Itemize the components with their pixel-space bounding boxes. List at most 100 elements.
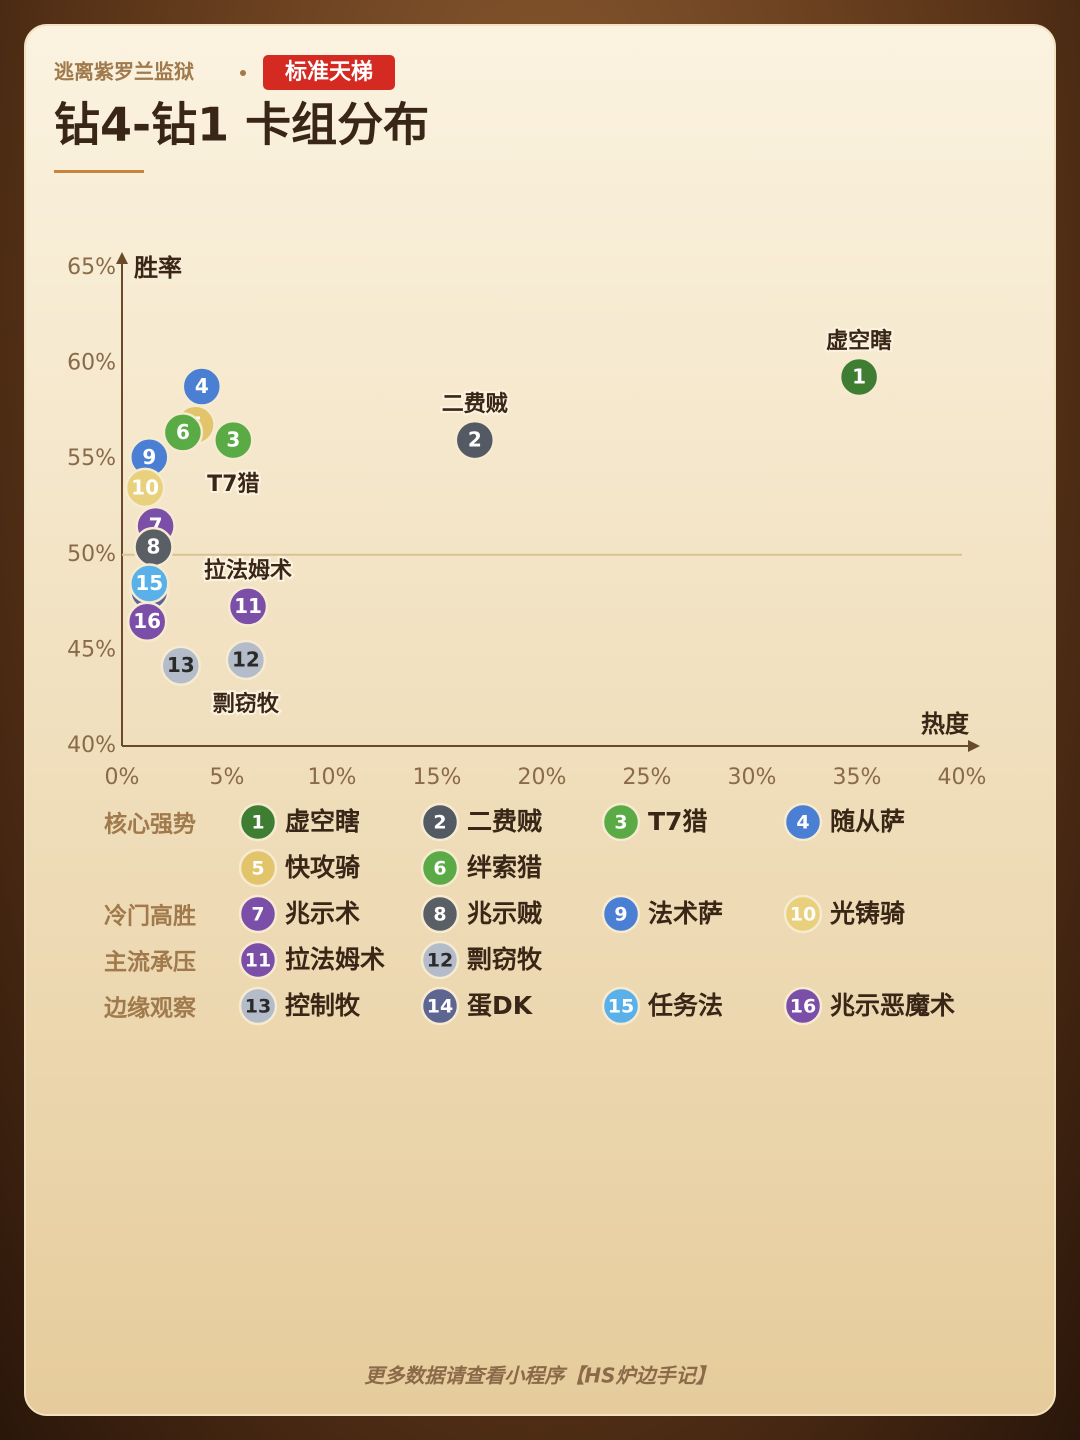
badge-bg xyxy=(263,55,395,90)
point xyxy=(225,639,267,681)
point-id: 10 xyxy=(131,475,159,499)
legend-marker xyxy=(783,986,823,1026)
point-annotation: 拉法姆术 xyxy=(204,557,292,583)
point xyxy=(124,467,166,509)
separator xyxy=(240,70,246,76)
legend-group: 冷门高胜 xyxy=(104,903,196,930)
point-annotation: 剽窃牧 xyxy=(213,691,280,717)
legend-label: 剽窃牧 xyxy=(467,945,543,974)
legend-marker xyxy=(420,986,460,1026)
point xyxy=(227,586,269,627)
legend-label: 蛋DK xyxy=(467,991,534,1020)
x-tick-label: 20% xyxy=(518,765,567,790)
legend-label: 光铸骑 xyxy=(829,899,905,928)
legend-id: 10 xyxy=(790,904,816,926)
legend-id: 15 xyxy=(608,996,634,1018)
point-id: 1 xyxy=(852,364,866,388)
legend-marker xyxy=(783,894,823,934)
legend-marker xyxy=(420,848,460,888)
legend-id: 9 xyxy=(614,904,627,926)
point xyxy=(126,601,168,642)
source: 逃离紫罗兰监狱 xyxy=(54,60,194,84)
point-annotation: T7猎 xyxy=(207,472,259,497)
point xyxy=(162,412,204,453)
legend-marker xyxy=(238,802,278,842)
point-id: 6 xyxy=(176,420,190,444)
legend-id: 2 xyxy=(433,812,446,834)
legend-label: 兆示贼 xyxy=(467,899,542,928)
legend-marker xyxy=(601,894,641,934)
badge: 标准天梯 xyxy=(285,59,373,85)
legend-marker xyxy=(601,802,641,842)
legend-marker xyxy=(420,802,460,842)
legend-label: 控制牧 xyxy=(285,991,361,1020)
x-tick-label: 25% xyxy=(623,765,672,790)
x-arrow xyxy=(968,740,980,752)
x-tick-label: 10% xyxy=(308,765,357,790)
x-tick-label: 15% xyxy=(413,765,462,790)
point-id: 2 xyxy=(468,428,482,452)
legend-id: 3 xyxy=(614,812,627,834)
chart-title: 钻4-钻1 卡组分布 xyxy=(54,98,429,152)
legend-marker xyxy=(783,802,823,842)
x-axis-label: 热度 xyxy=(921,710,970,738)
footer: 更多数据请查看小程序【HS炉边手记】 xyxy=(364,1364,715,1388)
legend-label: T7猎 xyxy=(648,807,707,836)
legend-id: 1 xyxy=(251,812,264,834)
legend-label: 绊索猎 xyxy=(467,853,542,882)
point xyxy=(838,356,880,398)
legend-id: 11 xyxy=(245,950,271,972)
legend-id: 4 xyxy=(796,812,809,834)
point-id: 9 xyxy=(142,445,156,469)
x-tick-label: 30% xyxy=(728,765,777,790)
y-tick-label: 55% xyxy=(67,446,116,471)
legend-marker xyxy=(601,986,641,1026)
legend-id: 6 xyxy=(433,858,446,880)
point-annotation: 虚空瞎 xyxy=(826,328,892,354)
card xyxy=(24,24,1056,1416)
legend-marker xyxy=(238,940,278,980)
legend-label: 拉法姆术 xyxy=(285,945,385,974)
x-tick-label: 40% xyxy=(938,765,987,790)
title-underline xyxy=(54,170,144,173)
legend-group: 核心强势 xyxy=(104,811,196,838)
legend-label: 兆示恶魔术 xyxy=(830,991,955,1020)
point-id: 3 xyxy=(226,428,240,452)
y-arrow xyxy=(116,252,128,264)
x-tick-label: 0% xyxy=(105,765,140,790)
point-id: 8 xyxy=(147,535,161,559)
point xyxy=(213,419,254,461)
legend-group: 主流承压 xyxy=(104,949,196,976)
legend-label: 任务法 xyxy=(647,991,723,1020)
legend-id: 7 xyxy=(251,904,264,926)
point xyxy=(454,419,496,461)
legend-label: 兆示术 xyxy=(285,899,360,928)
y-tick-label: 40% xyxy=(67,733,116,758)
legend-label: 法术萨 xyxy=(648,899,723,928)
point-id: 16 xyxy=(133,609,161,633)
y-tick-label: 45% xyxy=(67,637,116,662)
legend-group: 边缘观察 xyxy=(104,995,197,1022)
legend-label: 快攻骑 xyxy=(285,853,360,882)
point-id: 4 xyxy=(195,374,209,398)
x-tick-label: 5% xyxy=(210,765,245,790)
point xyxy=(160,645,202,686)
legend-marker xyxy=(238,986,278,1026)
legend-id: 12 xyxy=(427,950,453,972)
legend-label: 二费贼 xyxy=(467,807,542,836)
x-tick-label: 35% xyxy=(833,765,882,790)
y-tick-label: 65% xyxy=(67,255,116,280)
y-axis-label: 胜率 xyxy=(134,254,182,282)
point-id: 13 xyxy=(167,653,195,677)
legend-id: 13 xyxy=(245,996,271,1018)
legend-label: 随从萨 xyxy=(830,807,905,836)
point-id: 11 xyxy=(234,594,262,618)
legend-id: 5 xyxy=(251,858,264,880)
point-id: 12 xyxy=(232,647,260,671)
legend-marker xyxy=(238,894,278,934)
y-tick-label: 60% xyxy=(67,351,116,376)
legend-marker xyxy=(238,848,278,888)
point-annotation: 二费贼 xyxy=(442,392,508,417)
